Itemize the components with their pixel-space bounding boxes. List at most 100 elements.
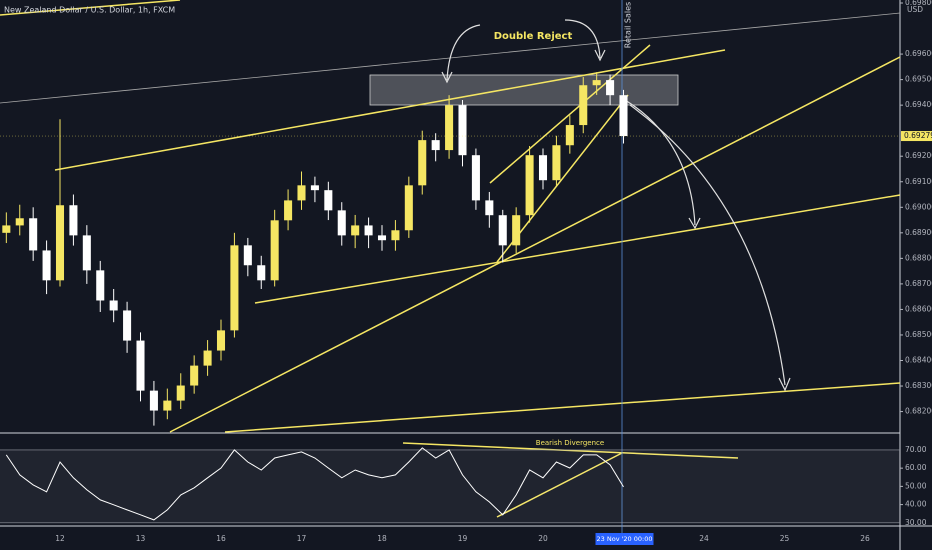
arrow-head [778,377,791,392]
trend-line [496,452,623,518]
candle-body [123,310,132,341]
candle-body [619,95,628,137]
rsi-tick-label: 40.00 [905,500,927,509]
candle-body [216,330,226,351]
x-tick-label: 24 [699,534,709,543]
candle-body [404,185,413,231]
annotation: Retail Sales [624,2,633,48]
candle-body [69,205,78,236]
candle-body [190,365,199,386]
trend-line [54,49,726,171]
rsi-band [0,449,900,523]
candle-body [55,205,65,281]
candle-body [243,245,252,266]
annotation: Double Reject [494,31,573,42]
candle-body [2,225,11,233]
candle-body [552,145,561,181]
candle-body [606,80,615,96]
candle-body [163,400,172,411]
candle-body [538,155,548,181]
x-tick-label: 18 [377,534,387,543]
rsi-line [5,447,624,521]
candle-body [109,300,118,311]
candle-body [310,185,319,191]
x-tick-label: 17 [297,534,307,543]
trend-line [0,0,181,16]
candle-body [284,200,293,221]
candle-body [96,270,105,301]
candle-body [29,218,38,251]
candle-body [176,385,185,401]
rsi-tick-label: 70.00 [905,445,927,454]
candle-body [149,390,158,411]
trend-line [402,442,739,459]
rsi-tick-label: 50.00 [905,481,927,490]
x-tick-label: 16 [216,534,226,543]
candle-body [525,155,534,216]
candle-body [418,140,427,186]
candle-body [592,80,601,86]
candle-body [377,235,387,241]
resistance-zone [369,74,679,106]
annotation: Bearish Divergence [536,439,604,447]
trend-line [489,44,651,184]
arrow [629,104,786,386]
x-tick-label: 25 [780,534,790,543]
x-tick-label: 13 [136,534,146,543]
candle-body [445,105,454,151]
trend-line [254,194,901,304]
crosshair-date-box [595,533,654,545]
candle-body [42,250,51,281]
candle-body [458,105,467,156]
candle-body [579,85,588,126]
arrow [564,19,601,59]
arrow [624,99,696,226]
candle-body [391,230,400,241]
arrow [446,24,481,81]
candle-body [565,125,574,146]
candle-body [364,225,373,236]
candle-body [15,218,24,226]
x-tick-label: 12 [55,534,65,543]
trend-line [224,382,901,433]
last-price-box [901,131,932,142]
candle-body [136,340,145,391]
candle-body [498,215,507,246]
candle-body [512,215,521,246]
candle-body [203,350,212,366]
candle-body [230,245,239,331]
candle-body [257,265,266,281]
arrow-head [441,71,453,84]
x-tick-label: 19 [458,534,468,543]
candle-body [324,190,333,211]
arrow-head [688,217,701,230]
currency: USD [907,5,923,14]
last-price-label: 0.69279 [904,131,932,140]
x-tick-label: 20 [538,534,548,543]
candle-body [82,235,91,271]
chart-title: New Zealand Dollar / U.S. Dollar, 1h, FX… [4,6,175,15]
candle-body [485,200,494,216]
candle-body [351,225,360,236]
x-tick-label: 23 Nov '20 00:00 [597,535,653,543]
candle-body [431,140,440,151]
x-tick-label: 26 [860,534,870,543]
rsi-tick-label: 60.00 [905,463,927,472]
arrow-head [594,49,606,62]
candle-body [471,155,480,201]
